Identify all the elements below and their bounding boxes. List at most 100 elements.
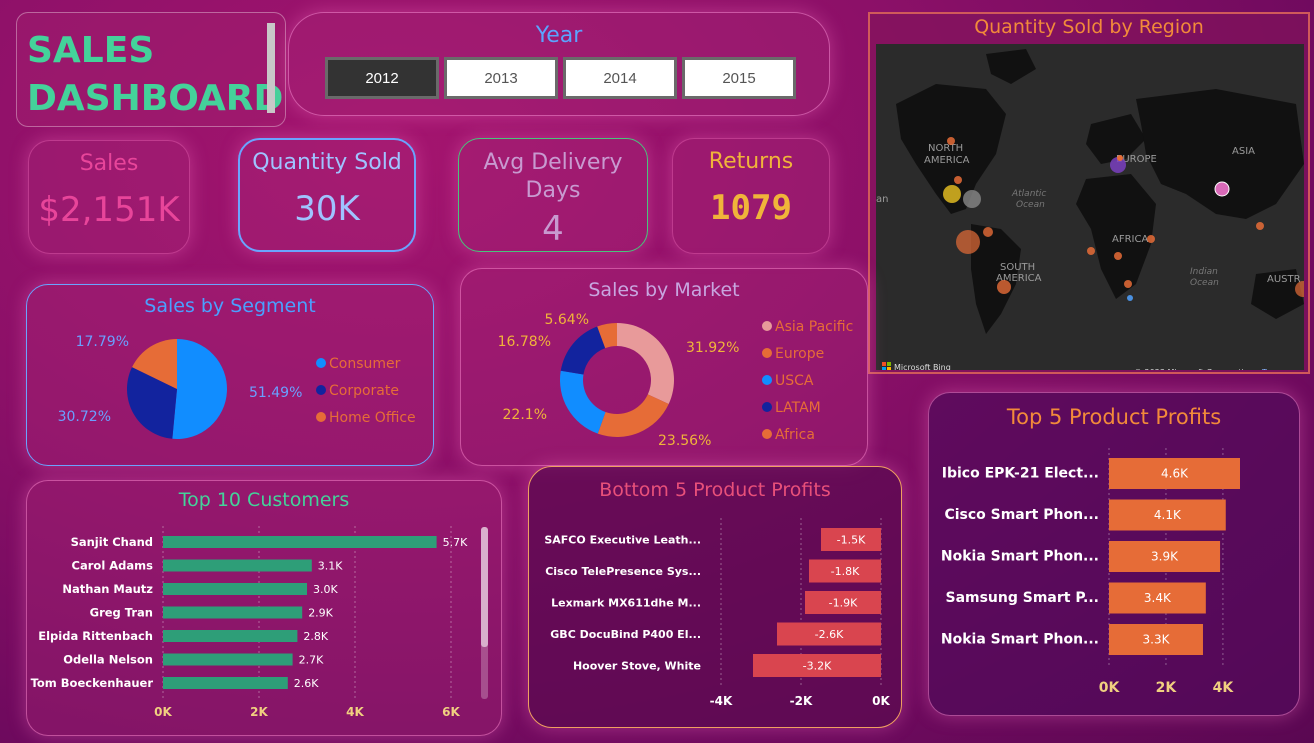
customers-chart: 0K 2K 4K 6K Sanjit Chand 5.7K Carol Adams 3.1K N… [31, 526, 488, 719]
bubble-central-africa[interactable] [1114, 252, 1122, 260]
bubble-canada[interactable] [947, 137, 955, 145]
bar-safco-executive-leath[interactable] [821, 528, 881, 551]
year-button-2014[interactable]: 2014 [563, 57, 677, 99]
bar-hoover-stove-white[interactable] [753, 654, 881, 677]
value-label-tom-boeckenhauer: 2.6K [294, 677, 319, 690]
data-label-asia-pacific: 31.92% [686, 340, 739, 356]
value-label-elpida-rittenbach: 2.8K [303, 630, 328, 643]
bubble-us-west[interactable] [954, 176, 962, 184]
bar-carol-adams[interactable] [163, 559, 312, 572]
bar-ibico-epk-21-elect[interactable] [1109, 458, 1240, 489]
label-south-america-1: SOUTH [1000, 262, 1035, 273]
bar-greg-tran[interactable] [163, 606, 303, 619]
x-tick-4k: -4K [710, 694, 733, 708]
slice-europe[interactable] [597, 394, 669, 437]
value-label-sanjit-chand: 5.7K [443, 536, 468, 549]
legend-marker-consumer[interactable] [316, 358, 326, 368]
legend-marker-africa[interactable] [762, 429, 772, 439]
label-north-america-2: AMERICA [924, 155, 970, 166]
bubble-east-africa[interactable] [1147, 235, 1155, 243]
bing-logo-green [887, 362, 891, 366]
category-label-cisco-smart-phon: Cisco Smart Phon... [944, 507, 1099, 523]
kpi-delivery-card: Avg Delivery Days 4 [458, 138, 648, 252]
bubble-asia[interactable] [1214, 181, 1230, 197]
legend-marker-home-office[interactable] [316, 412, 326, 422]
value-label-cisco-smart-phon: 4.1K [1154, 508, 1182, 522]
data-label-latam: 16.78% [498, 334, 551, 350]
ocean-labels: Atlantic Ocean Indian Ocean [1011, 189, 1219, 288]
bar-nokia-smart-phon[interactable] [1109, 541, 1221, 572]
category-label-carol-adams: Carol Adams [72, 559, 154, 573]
legend-label-consumer: Consumer [329, 356, 401, 372]
title-accent-bar [267, 23, 275, 113]
top-products-card: Top 5 Product Profits 0K 2K 4K Ibico EPK-21… [928, 392, 1300, 716]
value-label-hoover-stove-white: -3.2K [803, 660, 832, 673]
bar-elpida-rittenbach[interactable] [163, 630, 298, 642]
slice-asia-pacific[interactable] [617, 323, 674, 405]
bottom-products-title: Bottom 5 Product Profits [599, 479, 831, 501]
slice-home-office[interactable] [132, 339, 177, 389]
value-label-nathan-mautz: 3.0K [313, 583, 338, 596]
slice-africa[interactable] [597, 323, 617, 349]
segment-chart: 51.49% 30.72% 17.79% Consumer Corporate Home … [58, 334, 416, 439]
year-button-2013[interactable]: 2013 [444, 57, 558, 99]
top-products-chart: 0K 2K 4K Ibico EPK-21 Elect... 4.6K Cisco Sma… [941, 448, 1240, 696]
legend-marker-latam[interactable] [762, 402, 772, 412]
segment-chart-card: Sales by Segment 51.49% 30.72% 17.79% Consu… [26, 284, 434, 466]
region-map[interactable]: NORTH AMERICA EUROPE ASIA AFRICA SOUTH A… [876, 44, 1304, 370]
map-terms-link[interactable]: Terms [1261, 368, 1286, 370]
legend-marker-europe[interactable] [762, 348, 772, 358]
year-button-2012[interactable]: 2012 [325, 57, 439, 99]
bubble-central-america[interactable] [956, 230, 980, 254]
label-australia: AUSTR [1267, 274, 1301, 285]
legend-label-asia-pacific: Asia Pacific [775, 319, 853, 335]
bubble-caribbean[interactable] [983, 227, 993, 237]
legend-marker-asia-pacific[interactable] [762, 321, 772, 331]
bubble-southeast-asia[interactable] [1256, 222, 1264, 230]
slice-corporate[interactable] [127, 367, 177, 439]
bar-nokia-smart-phon[interactable] [1109, 624, 1203, 655]
bubble-us-central[interactable] [943, 185, 961, 203]
bubble-europe[interactable] [1110, 157, 1126, 173]
year-button-2015[interactable]: 2015 [682, 57, 796, 99]
bubble-west-africa[interactable] [1087, 247, 1095, 255]
bar-sanjit-chand[interactable] [163, 536, 437, 548]
land-masses [896, 49, 1304, 334]
bubble-us-east[interactable] [963, 190, 981, 208]
bar-cisco-smart-phon[interactable] [1109, 499, 1226, 531]
slice-usca[interactable] [560, 370, 606, 434]
label-atlantic-1: Atlantic [1011, 189, 1046, 199]
slice-latam[interactable] [560, 326, 606, 375]
slice-consumer[interactable] [172, 339, 227, 439]
legend-marker-usca[interactable] [762, 375, 772, 385]
value-label-lexmark-mx611dhe-m: -1.9K [829, 597, 858, 610]
bubble-australia[interactable] [1295, 281, 1304, 297]
legend-label-europe: Europe [775, 346, 824, 362]
title-line-1: SALES [27, 30, 155, 71]
bar-samsung-smart-p[interactable] [1109, 582, 1206, 614]
bar-nathan-mautz[interactable] [163, 583, 307, 595]
label-indian-2: Ocean [1190, 278, 1219, 288]
bar-lexmark-mx611dhe-m[interactable] [805, 591, 881, 614]
category-label-nokia-smart-phon: Nokia Smart Phon... [941, 549, 1099, 565]
bubble-europe-inner[interactable] [1117, 155, 1123, 161]
label-europe: EUROPE [1116, 154, 1157, 165]
value-label-odella-nelson: 2.7K [299, 654, 324, 667]
legend-marker-corporate[interactable] [316, 385, 326, 395]
x-tick-6k: 6K [442, 705, 460, 719]
bar-cisco-telepresence-sys[interactable] [809, 559, 881, 583]
bubble-south-central-africa[interactable] [1124, 280, 1132, 288]
customers-scrollbar-thumb[interactable] [481, 527, 488, 647]
bar-tom-boeckenhauer[interactable] [163, 677, 288, 689]
bar-gbc-docubind-p400-el[interactable] [777, 622, 881, 646]
category-label-ibico-epk-21-elect: Ibico EPK-21 Elect... [942, 466, 1099, 482]
bar-odella-nelson[interactable] [163, 653, 293, 666]
bing-text: Microsoft Bing [894, 363, 951, 370]
category-label-odella-nelson: Odella Nelson [63, 653, 153, 667]
category-label-cisco-telepresence-sys: Cisco TelePresence Sys... [545, 565, 701, 578]
x-tick-0k: 0K [154, 705, 172, 719]
bottom-products-chart: -4K -2K 0K SAFCO Executive Leath... -1.5K Cis… [544, 518, 891, 708]
bubble-south-africa[interactable] [1127, 295, 1133, 301]
bubble-brazil[interactable] [997, 280, 1011, 294]
kpi-quantity-card: Quantity Sold 30K [238, 138, 416, 252]
